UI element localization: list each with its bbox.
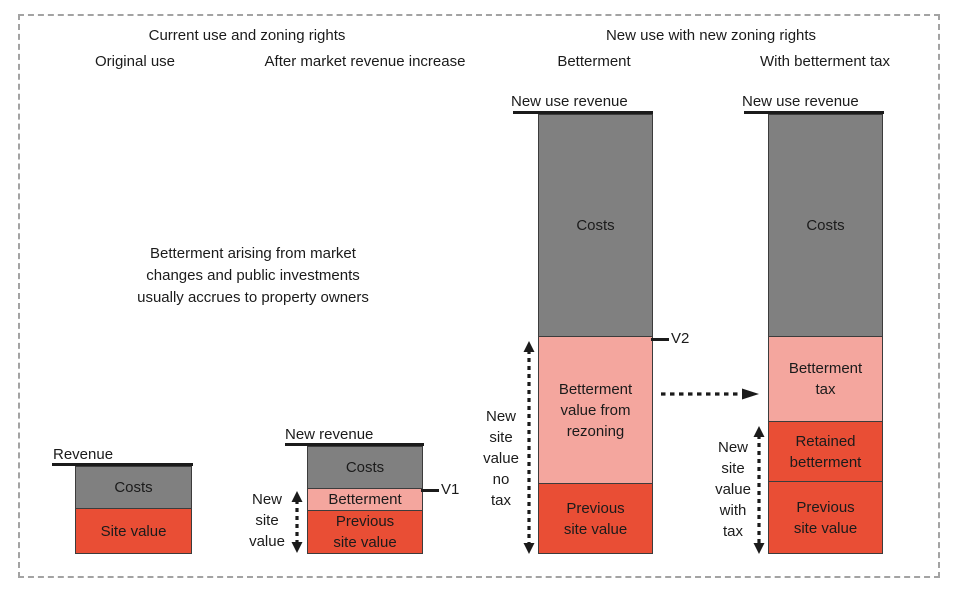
note-text: Betterment arising from market changes a… bbox=[137, 245, 369, 306]
revenue-line-after-market bbox=[285, 443, 424, 446]
segment-site-value: Site value bbox=[76, 508, 191, 553]
segment-previous-site-value: Previous site value bbox=[539, 483, 652, 553]
bar-original-use: Costs Site value bbox=[75, 466, 192, 554]
segment-retained-betterment: Retained betterment bbox=[769, 421, 882, 481]
header-betterment: Betterment bbox=[557, 53, 631, 70]
bar-with-tax: Costs Betterment tax Retained betterment… bbox=[768, 114, 883, 554]
double-arrow-icon bbox=[522, 341, 536, 554]
bar-betterment: Costs Betterment value from rezoning Pre… bbox=[538, 114, 653, 554]
revenue-line-with-tax bbox=[744, 111, 884, 114]
segment-betterment: Betterment bbox=[308, 488, 422, 510]
v2-tick bbox=[651, 338, 669, 341]
revenue-label-betterment: New use revenue bbox=[511, 93, 628, 110]
bar-after-market: Costs Betterment Previous site value bbox=[307, 446, 423, 554]
new-site-value-label: New site value bbox=[249, 491, 285, 550]
revenue-label-with-tax: New use revenue bbox=[742, 93, 859, 110]
right-arrow-icon bbox=[659, 387, 759, 401]
revenue-line-original bbox=[52, 463, 193, 466]
segment-betterment-value: Betterment value from rezoning bbox=[539, 336, 652, 483]
header-with-betterment-tax: With betterment tax bbox=[759, 53, 891, 70]
header-after-market: After market revenue increase bbox=[264, 53, 466, 70]
segment-costs: Costs bbox=[769, 115, 882, 336]
v2-marker: V2 bbox=[671, 330, 690, 347]
revenue-label-after-market: New revenue bbox=[285, 426, 374, 443]
dashed-frame bbox=[18, 14, 940, 578]
header-original-use: Original use bbox=[94, 53, 176, 70]
v1-marker: V1 bbox=[441, 481, 460, 498]
new-site-value-with-tax-label: New site value with tax bbox=[715, 439, 751, 540]
new-site-value-no-tax-label: New site value no tax bbox=[483, 408, 519, 509]
segment-previous-site-value: Previous site value bbox=[769, 481, 882, 553]
v1-tick bbox=[421, 489, 439, 492]
segment-previous-site-value: Previous site value bbox=[308, 510, 422, 553]
revenue-line-betterment bbox=[513, 111, 653, 114]
header-new-use-group: New use with new zoning rights bbox=[605, 27, 817, 44]
segment-costs: Costs bbox=[308, 447, 422, 488]
revenue-label-original: Revenue bbox=[53, 446, 114, 463]
header-current-use-group: Current use and zoning rights bbox=[148, 27, 346, 44]
segment-betterment-tax: Betterment tax bbox=[769, 336, 882, 421]
double-arrow-icon bbox=[752, 426, 766, 554]
segment-costs: Costs bbox=[76, 467, 191, 508]
double-arrow-icon bbox=[290, 491, 304, 553]
segment-costs: Costs bbox=[539, 115, 652, 336]
